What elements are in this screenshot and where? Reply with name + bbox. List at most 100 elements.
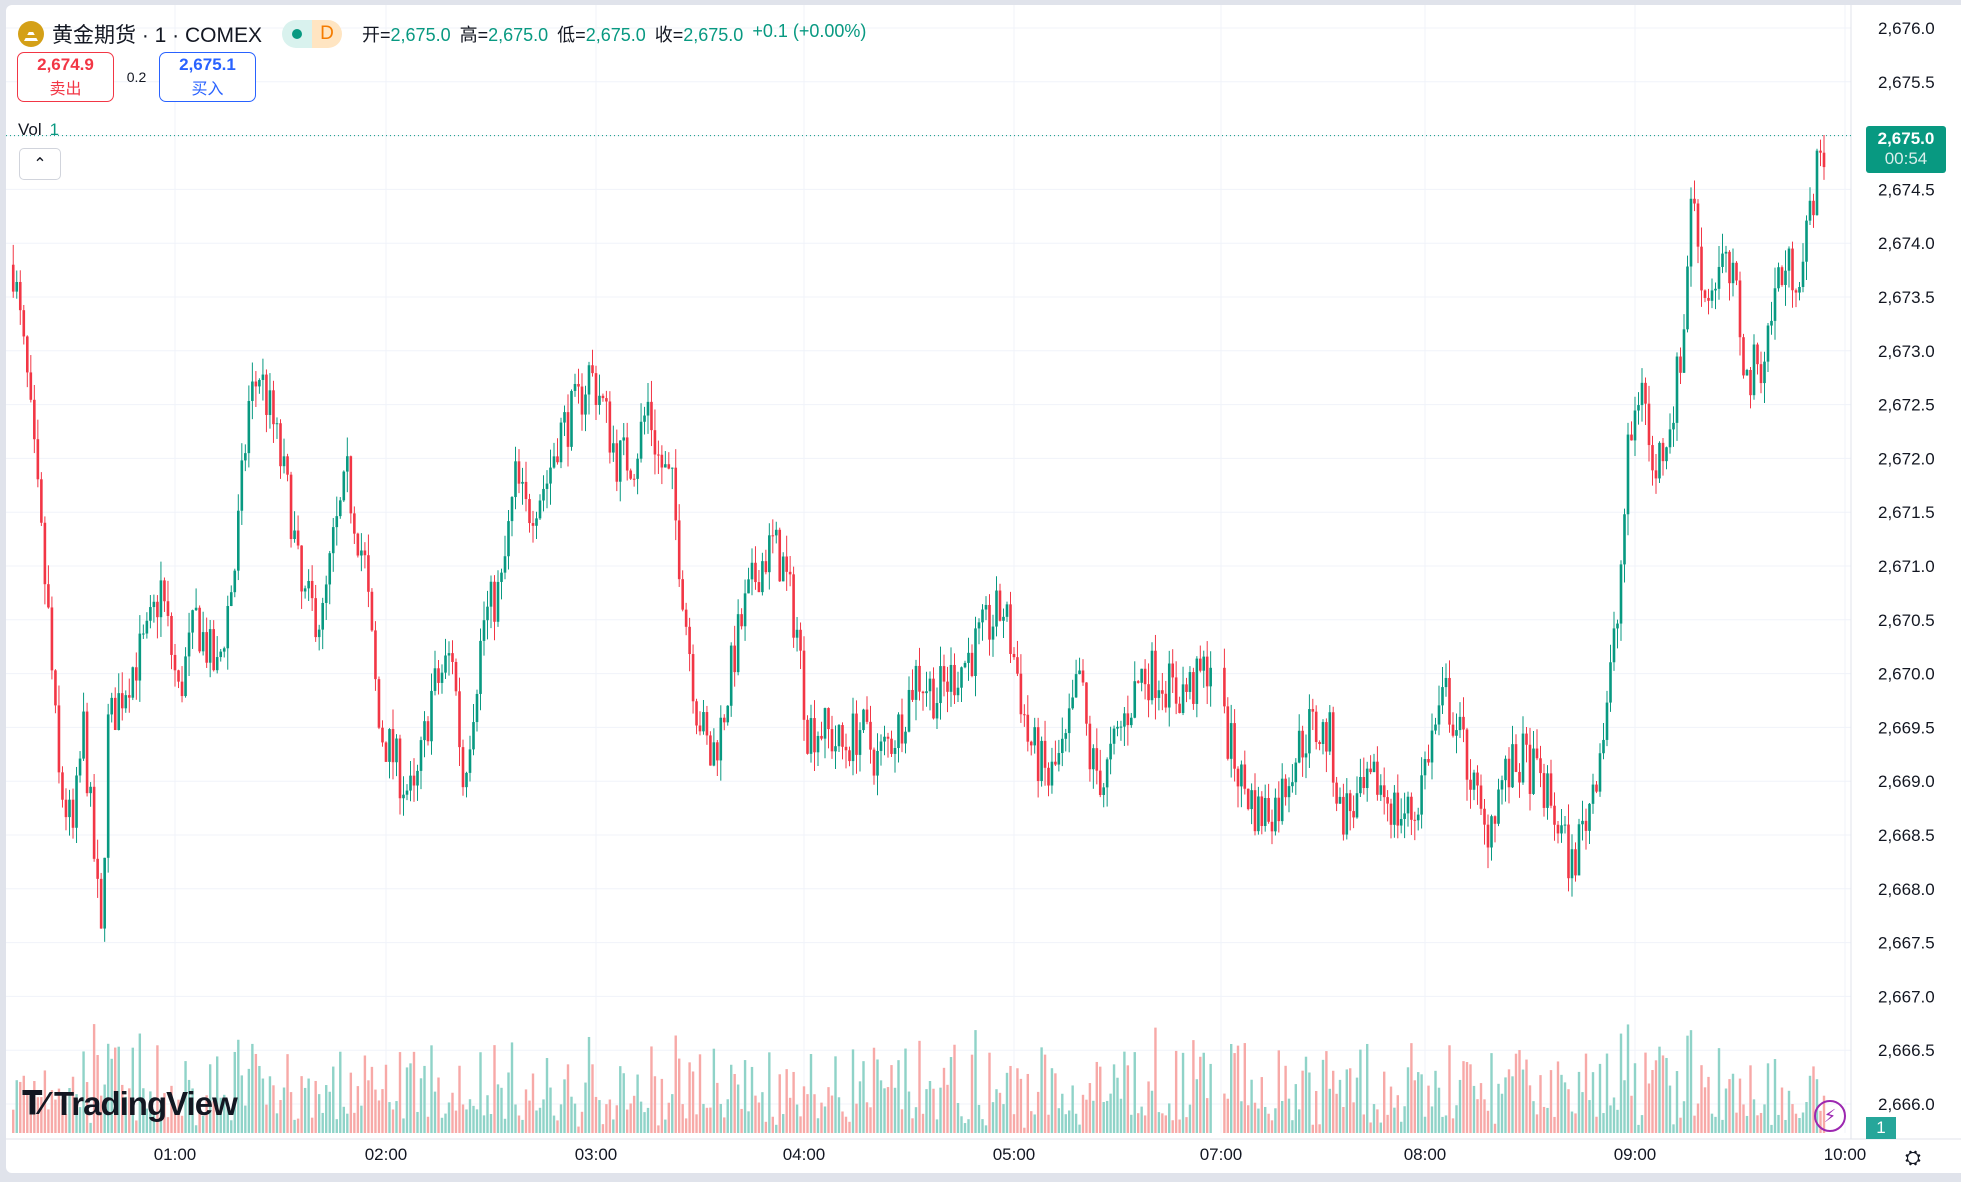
volume-bar	[761, 1092, 764, 1133]
low-value: 2,675.0	[585, 25, 646, 45]
candle-body	[1195, 658, 1199, 704]
y-tick-label: 2,674.0	[1878, 234, 1935, 253]
symbol-title[interactable]: 黄金期货 · 1 · COMEX	[52, 24, 263, 47]
volume-bar	[580, 1111, 584, 1133]
volume-bar	[244, 1105, 247, 1133]
volume-bar	[1640, 1115, 1644, 1133]
sell-label: 卖出	[49, 81, 82, 98]
volume-bar	[1164, 1115, 1167, 1133]
candle-body	[198, 607, 201, 652]
volume-bar	[1071, 1085, 1074, 1133]
volume-bar	[1133, 1052, 1136, 1133]
candle-body	[1105, 759, 1109, 788]
volume-bar	[740, 1108, 743, 1133]
volume-legend[interactable]: Vol 1	[18, 120, 59, 140]
candle-body	[761, 561, 764, 593]
volume-bar	[684, 1118, 688, 1133]
volume-bar	[230, 1120, 233, 1133]
volume-bar	[1206, 1098, 1209, 1133]
candle-body	[1770, 320, 1773, 326]
volume-bar	[1260, 1077, 1263, 1133]
open-value: 2,675.0	[390, 25, 451, 45]
volume-bar	[1355, 1077, 1359, 1133]
candle-body	[212, 629, 215, 671]
volume-bar	[1490, 1053, 1493, 1133]
candle-body	[691, 654, 695, 702]
candle-body	[1284, 778, 1287, 798]
candle-body	[1297, 730, 1301, 763]
volume-bar	[883, 1088, 886, 1133]
collapse-legend-button[interactable]: ⌃	[19, 148, 61, 180]
candle-body	[384, 742, 388, 762]
candle-body	[1061, 738, 1064, 754]
volume-bar	[1689, 1030, 1693, 1133]
candle-body	[598, 395, 601, 405]
candle-body	[152, 601, 156, 608]
volume-bar	[778, 1074, 781, 1133]
candle-body	[360, 550, 363, 556]
candle-body	[451, 653, 454, 662]
volume-bar	[1332, 1070, 1335, 1133]
candle-body	[1291, 782, 1294, 787]
volume-bar	[1109, 1093, 1112, 1133]
candle-body	[1791, 248, 1794, 291]
volume-bar	[89, 1122, 92, 1133]
candle-body	[1040, 740, 1043, 782]
candle-body	[289, 474, 293, 540]
candle-body	[374, 630, 377, 680]
volume-bar	[754, 1095, 757, 1133]
volume-bar	[848, 1121, 851, 1133]
volume-bar	[549, 1087, 552, 1133]
volume-bar	[858, 1081, 862, 1133]
candle-body	[1229, 723, 1233, 759]
sell-button[interactable]: 2,674.9 卖出	[17, 52, 114, 102]
volume-bar	[1199, 1056, 1202, 1133]
volume-bar	[733, 1074, 736, 1133]
lightning-icon[interactable]: ⚡︎	[1814, 1100, 1846, 1132]
candle-body	[205, 632, 208, 663]
candle-body	[1389, 803, 1393, 825]
candle-body	[1469, 779, 1472, 790]
tradingview-logo[interactable]: 𝐓∕ TradingView	[22, 1085, 238, 1123]
candle-body	[1626, 434, 1630, 515]
volume-bar	[405, 1067, 409, 1133]
chart-settings-icon[interactable]: ⛭	[1905, 1147, 1921, 1169]
candlestick-chart[interactable]: 2,676.0 2,675.5 2,674.5 2,674.0 2,673.5 2,673…	[6, 5, 1961, 1173]
volume-bar	[1633, 1063, 1637, 1133]
volume-bar	[198, 1103, 201, 1133]
candle-body	[1416, 814, 1420, 821]
volume-bar	[1570, 1111, 1574, 1133]
candle-body	[237, 510, 240, 571]
candle-body	[1267, 797, 1270, 822]
market-status-pill[interactable]: D	[282, 20, 343, 48]
candle-body	[1763, 361, 1766, 384]
buy-button[interactable]: 2,675.1 买入	[159, 52, 256, 102]
volume-bar	[608, 1099, 612, 1133]
open-label: 开=	[362, 25, 391, 45]
volume-bar	[1140, 1106, 1143, 1133]
candle-body	[1109, 743, 1112, 760]
candle-body	[650, 401, 653, 431]
volume-bar	[57, 1088, 61, 1133]
candle-body	[412, 775, 416, 786]
volume-bar	[272, 1085, 275, 1133]
volume-bar	[1707, 1076, 1710, 1133]
candle-body	[1246, 788, 1250, 810]
candle-body	[331, 527, 335, 554]
x-tick-label: 03:00	[575, 1145, 618, 1164]
volume-bar	[587, 1036, 591, 1133]
candle-body	[1043, 740, 1047, 768]
candle-body	[1342, 796, 1345, 835]
candle-body	[653, 430, 657, 455]
volume-bar	[918, 1040, 921, 1133]
ohlc-legend: 开=2,675.0 高=2,675.0 低=2,675.0 收=2,675.0 …	[362, 21, 866, 47]
volume-bar	[1801, 1112, 1805, 1133]
y-tick-label: 2,666.0	[1878, 1095, 1935, 1114]
volume-bar	[653, 1076, 657, 1133]
candle-body	[22, 310, 26, 337]
volume-bar	[1308, 1072, 1311, 1133]
candle-body	[1236, 768, 1240, 787]
candle-body	[1644, 382, 1647, 404]
volume-bar	[370, 1066, 374, 1133]
candle-body	[1123, 713, 1126, 727]
